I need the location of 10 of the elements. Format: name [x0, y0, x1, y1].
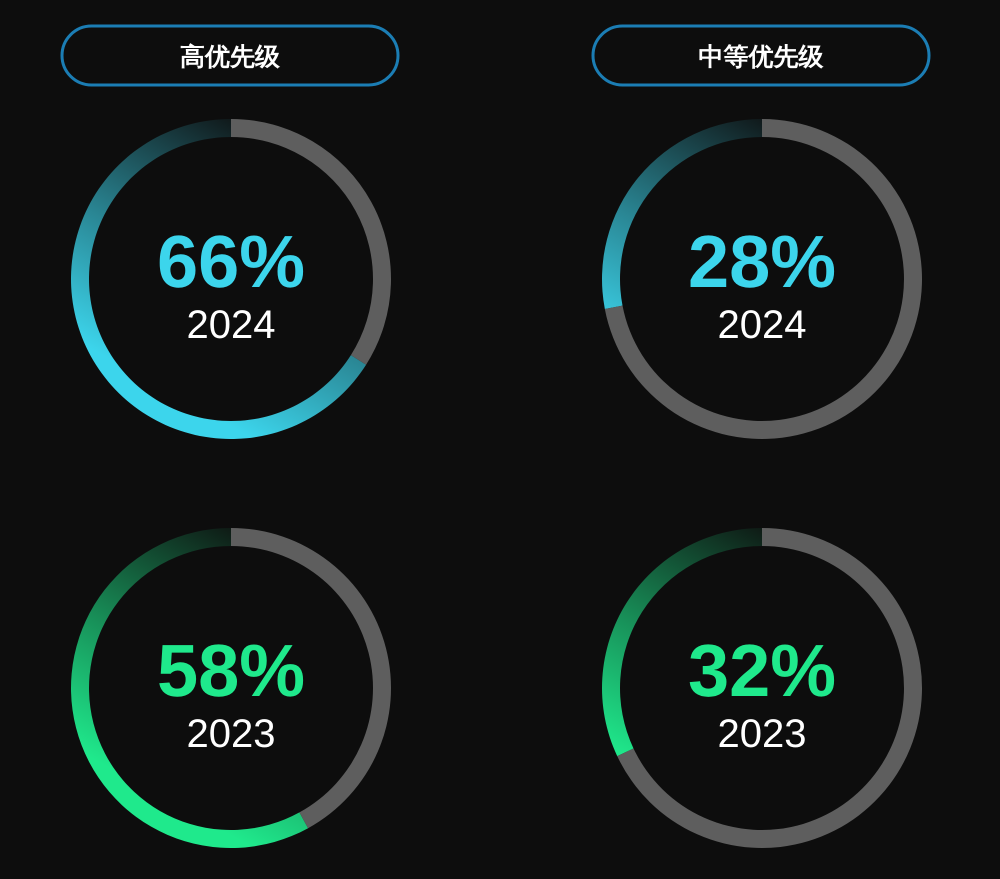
data-label: 32%: [688, 629, 836, 712]
data-label: 66%: [156, 220, 306, 303]
text: 2023: [718, 712, 806, 756]
data-label: 58%: [156, 629, 306, 712]
text: 2023: [186, 712, 276, 756]
text: 2024: [718, 303, 806, 347]
chart-title: 中等优先级: [698, 43, 824, 71]
data-label: 28%: [688, 220, 836, 303]
text: 2024: [186, 303, 276, 347]
chart-title: 高优先级: [180, 43, 281, 71]
